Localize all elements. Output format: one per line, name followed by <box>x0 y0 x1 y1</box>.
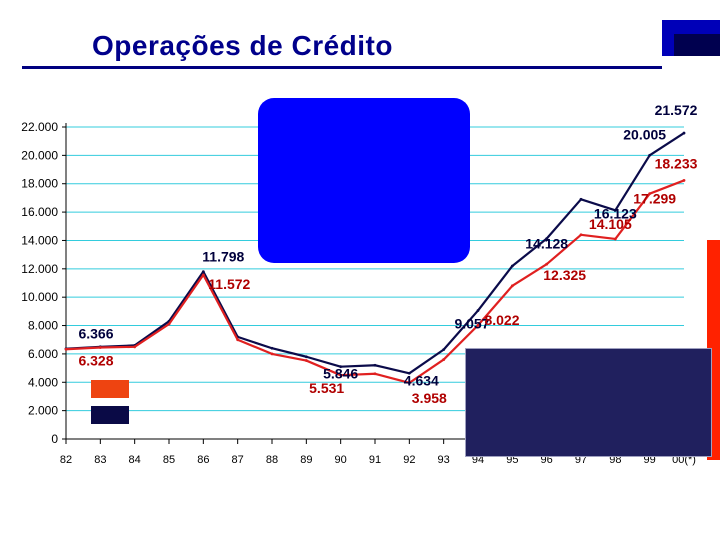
data-label: 6.328 <box>78 352 113 368</box>
data-point <box>133 345 137 349</box>
x-tick-label: 96 <box>541 454 553 466</box>
data-label: 14.105 <box>589 216 632 232</box>
y-tick-label: 6.000 <box>28 347 58 361</box>
data-point <box>98 346 102 349</box>
x-tick-label: 91 <box>369 454 381 466</box>
data-point <box>407 371 411 375</box>
data-label: 4.634 <box>404 372 439 388</box>
data-label: 17.299 <box>633 191 676 207</box>
data-point <box>373 372 377 376</box>
data-labels: 6.366 11.798 5.846 4.634 9.057 14.128 16.123 20… <box>78 102 697 406</box>
data-point <box>304 359 308 362</box>
x-tick-label: 97 <box>575 454 587 466</box>
data-label: 21.572 <box>655 102 698 118</box>
x-tick-label: 88 <box>266 454 278 466</box>
data-point <box>613 237 617 241</box>
x-tick-label: 84 <box>129 454 141 466</box>
data-point <box>579 197 583 201</box>
data-label: 8.022 <box>484 312 519 328</box>
data-label: 18.233 <box>655 155 698 171</box>
y-tick-label: 14.000 <box>21 233 58 247</box>
y-tick-labels: 0 2.000 4.000 6.000 8.000 10.000 12.000 14.000 1… <box>21 120 58 446</box>
data-point <box>510 284 514 288</box>
y-tick-label: 12.000 <box>21 262 58 276</box>
data-label: 14.128 <box>525 236 568 252</box>
data-point <box>476 309 480 312</box>
data-point <box>64 347 68 351</box>
data-label: 3.958 <box>412 390 447 406</box>
x-tick-label: 95 <box>506 454 518 466</box>
x-tick-label: 90 <box>335 454 347 466</box>
data-point <box>270 346 274 350</box>
x-tick-label: 92 <box>403 454 415 466</box>
data-point <box>407 381 411 385</box>
y-tick-label: 22.000 <box>21 120 58 134</box>
y-tick-label: 0 <box>51 432 58 446</box>
data-point <box>442 348 446 352</box>
x-tick-label: 85 <box>163 454 175 466</box>
data-point <box>579 233 583 237</box>
y-tick-label: 20.000 <box>21 148 58 162</box>
data-label: 12.325 <box>543 267 586 283</box>
data-point <box>545 262 549 266</box>
data-point <box>442 358 446 361</box>
x-tick-label: 00(*) <box>672 454 696 466</box>
x-tick-label: 82 <box>60 454 72 466</box>
data-label: 16.123 <box>594 205 637 221</box>
x-tick-label: 94 <box>472 454 484 466</box>
title-underline <box>22 66 662 69</box>
data-point <box>682 179 686 182</box>
y-tick-label: 4.000 <box>28 375 58 389</box>
data-point <box>545 237 549 241</box>
data-point <box>201 270 205 274</box>
data-point <box>167 322 171 326</box>
data-label: 5.846 <box>323 366 358 382</box>
data-point <box>304 355 308 359</box>
navy-panel <box>465 348 712 457</box>
data-label: 11.798 <box>202 249 244 265</box>
data-label: 20.005 <box>623 126 666 142</box>
data-label: 9.057 <box>454 316 489 332</box>
corner-decoration-inner <box>674 34 720 56</box>
data-point <box>201 273 205 277</box>
data-point <box>339 373 343 377</box>
data-point <box>236 338 240 342</box>
data-point <box>476 323 480 327</box>
data-point <box>682 131 686 135</box>
x-tick-label: 89 <box>300 454 312 466</box>
data-point <box>510 264 514 268</box>
y-tick-label: 10.000 <box>21 290 58 304</box>
data-point <box>648 153 652 157</box>
data-label: 6.366 <box>78 326 113 342</box>
x-tick-label: 87 <box>232 454 244 466</box>
y-tick-label: 18.000 <box>21 177 58 191</box>
x-tick-label: 86 <box>197 454 209 466</box>
series-lines <box>64 131 686 385</box>
y-tick-label: 16.000 <box>21 205 58 219</box>
x-tick-labels: 82 83 84 85 86 87 88 89 90 91 92 93 94 95 96 97 98 99 00(*… <box>60 454 696 466</box>
data-point <box>373 363 377 367</box>
y-tick-label: 8.000 <box>28 319 58 333</box>
data-point <box>339 365 343 369</box>
x-tick-label: 99 <box>644 454 656 466</box>
y-tick-label: 2.000 <box>28 404 58 418</box>
blue-panel <box>258 98 470 263</box>
data-label: 5.531 <box>309 380 344 396</box>
page-title: Operações de Crédito <box>92 30 393 61</box>
data-point <box>648 192 652 196</box>
x-tick-label: 83 <box>94 454 106 466</box>
data-point <box>613 208 617 212</box>
data-point <box>270 352 274 356</box>
x-tick-label: 98 <box>609 454 621 466</box>
x-tick-label: 93 <box>438 454 450 466</box>
data-label: 11.572 <box>208 276 250 292</box>
